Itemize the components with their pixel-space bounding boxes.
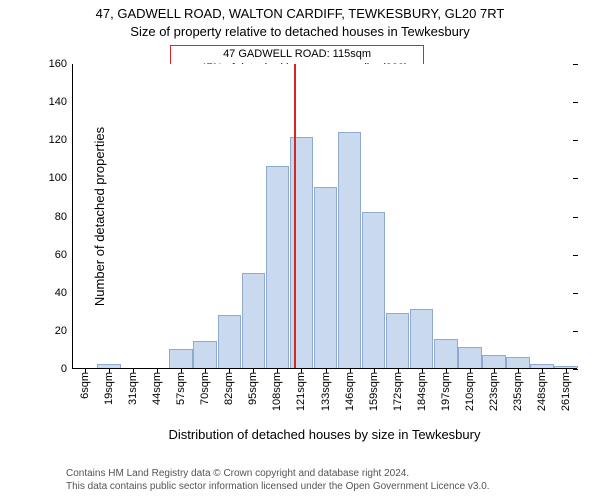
x-tick-mark — [181, 368, 182, 373]
x-tick-label: 261sqm — [560, 368, 572, 411]
x-tick-mark — [133, 368, 134, 373]
x-tick-mark — [374, 368, 375, 373]
y-tick-mark — [573, 255, 578, 256]
x-tick-mark — [109, 368, 110, 373]
y-tick-mark — [573, 140, 578, 141]
x-tick-label: 133sqm — [320, 368, 332, 411]
x-tick-mark — [205, 368, 206, 373]
histogram-bar — [290, 137, 314, 368]
histogram-bar — [458, 347, 482, 368]
y-tick-mark — [573, 293, 578, 294]
y-axis-label: Number of detached properties — [92, 126, 107, 305]
x-tick-label: 184sqm — [416, 368, 428, 411]
histogram-bar — [386, 313, 410, 368]
x-tick-label: 146sqm — [344, 368, 356, 411]
x-tick-mark — [398, 368, 399, 373]
annotation-line: 47 GADWELL ROAD: 115sqm — [177, 48, 417, 62]
x-tick-mark — [350, 368, 351, 373]
x-tick-label: 210sqm — [464, 368, 476, 411]
y-tick-label: 160 — [49, 58, 73, 70]
footer-line: Contains HM Land Registry data © Crown c… — [66, 467, 490, 480]
x-tick-mark — [470, 368, 471, 373]
chart-title-address: 47, GADWELL ROAD, WALTON CARDIFF, TEWKES… — [0, 6, 600, 21]
x-tick-mark — [229, 368, 230, 373]
histogram-bar — [362, 212, 386, 368]
y-tick-mark — [573, 178, 578, 179]
attribution-footer: Contains HM Land Registry data © Crown c… — [66, 467, 490, 493]
x-tick-mark — [566, 368, 567, 373]
x-tick-mark — [422, 368, 423, 373]
y-tick-label: 20 — [55, 325, 73, 337]
x-axis-label: Distribution of detached houses by size … — [72, 427, 577, 442]
histogram-bar — [169, 349, 193, 368]
x-tick-mark — [446, 368, 447, 373]
x-tick-label: 108sqm — [271, 368, 283, 411]
histogram-bar — [434, 339, 458, 368]
y-tick-label: 140 — [49, 96, 73, 108]
y-tick-mark — [573, 102, 578, 103]
histogram-chart: 0204060801001201401606sqm19sqm31sqm44sqm… — [72, 64, 577, 369]
chart-container: 47, GADWELL ROAD, WALTON CARDIFF, TEWKES… — [0, 0, 600, 500]
y-tick-label: 0 — [61, 363, 73, 375]
histogram-bar — [314, 187, 338, 368]
x-tick-label: 223sqm — [488, 368, 500, 411]
x-tick-label: 57sqm — [175, 368, 187, 405]
y-tick-label: 60 — [55, 249, 73, 261]
histogram-bar — [193, 341, 217, 368]
x-tick-mark — [301, 368, 302, 373]
x-tick-mark — [85, 368, 86, 373]
footer-line: This data contains public sector informa… — [66, 480, 490, 493]
x-tick-label: 248sqm — [536, 368, 548, 411]
x-tick-label: 70sqm — [199, 368, 211, 405]
x-tick-label: 95sqm — [247, 368, 259, 405]
x-tick-mark — [326, 368, 327, 373]
chart-subtitle: Size of property relative to detached ho… — [0, 24, 600, 39]
y-tick-mark — [573, 369, 578, 370]
x-tick-label: 159sqm — [368, 368, 380, 411]
x-tick-label: 197sqm — [440, 368, 452, 411]
x-tick-label: 121sqm — [295, 368, 307, 411]
x-tick-label: 44sqm — [151, 368, 163, 405]
x-tick-mark — [277, 368, 278, 373]
reference-line — [294, 64, 296, 368]
x-tick-mark — [518, 368, 519, 373]
x-tick-mark — [253, 368, 254, 373]
x-tick-mark — [542, 368, 543, 373]
histogram-bar — [338, 132, 362, 368]
x-tick-label: 19sqm — [103, 368, 115, 405]
histogram-bar — [218, 315, 242, 368]
histogram-bar — [482, 355, 506, 368]
histogram-bar — [242, 273, 266, 368]
histogram-bar — [266, 166, 290, 368]
x-tick-label: 82sqm — [223, 368, 235, 405]
y-tick-label: 100 — [49, 172, 73, 184]
x-tick-mark — [157, 368, 158, 373]
y-tick-mark — [573, 64, 578, 65]
x-tick-label: 235sqm — [512, 368, 524, 411]
y-tick-mark — [573, 331, 578, 332]
y-tick-mark — [573, 217, 578, 218]
histogram-bar — [506, 357, 530, 368]
x-tick-label: 31sqm — [127, 368, 139, 405]
y-tick-label: 120 — [49, 134, 73, 146]
y-tick-label: 40 — [55, 287, 73, 299]
histogram-bar — [410, 309, 434, 368]
x-tick-mark — [494, 368, 495, 373]
bar-container — [73, 64, 577, 368]
y-tick-label: 80 — [55, 211, 73, 223]
x-tick-label: 172sqm — [392, 368, 404, 411]
